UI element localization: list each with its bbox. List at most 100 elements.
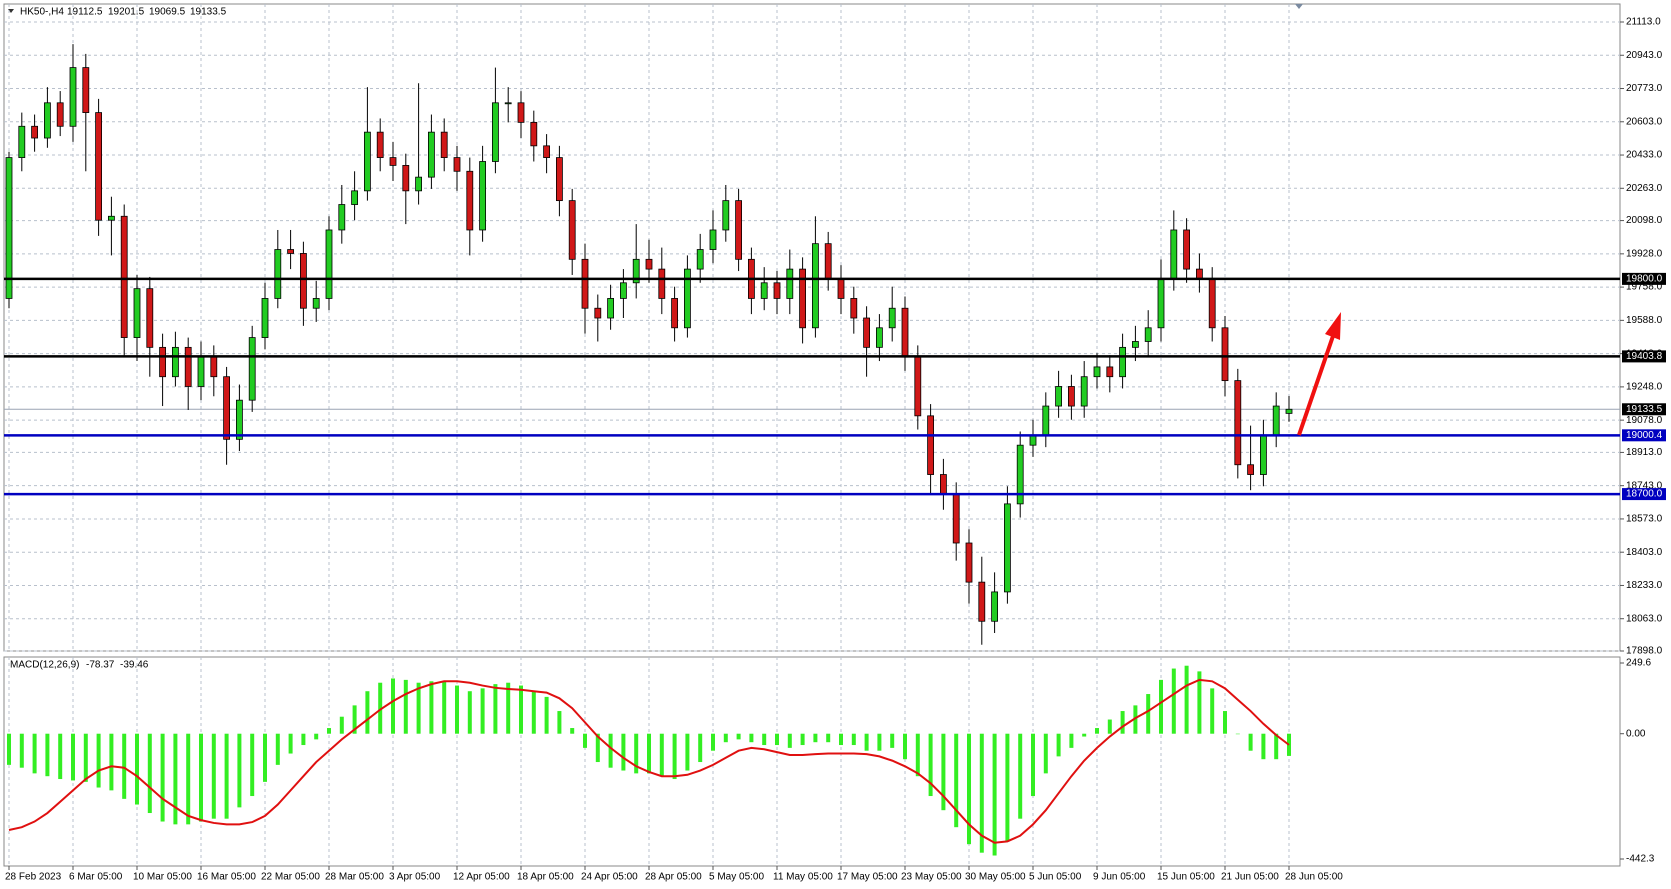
macd-bar bbox=[173, 733, 178, 825]
macd-bar bbox=[1210, 688, 1215, 734]
macd-bar bbox=[135, 733, 139, 805]
candle-body bbox=[1208, 278, 1216, 329]
macd-bar bbox=[659, 733, 664, 777]
candle-body bbox=[44, 102, 51, 139]
candle-body bbox=[1260, 434, 1267, 475]
candle-body bbox=[1132, 341, 1139, 348]
candle-body bbox=[56, 102, 64, 127]
candle-body bbox=[338, 204, 346, 231]
macd-bar bbox=[7, 733, 11, 765]
candle-body bbox=[389, 157, 397, 166]
shift-marker bbox=[1295, 4, 1303, 9]
arrow-head bbox=[1325, 312, 1341, 340]
candle-body bbox=[927, 415, 934, 475]
y-tick-label: 20263.0 bbox=[1626, 183, 1663, 194]
macd-bar bbox=[992, 733, 997, 856]
price-panel bbox=[3, 3, 1621, 652]
level-label: 19403.8 bbox=[1626, 351, 1663, 362]
macd-bar bbox=[723, 733, 728, 743]
macd-bar bbox=[954, 733, 959, 828]
candle-body bbox=[440, 131, 448, 158]
candle-body bbox=[108, 215, 115, 221]
candle-body bbox=[197, 356, 205, 387]
header-open: 19112.5 bbox=[67, 7, 103, 18]
macd-bar bbox=[1248, 733, 1253, 751]
candle-body bbox=[120, 215, 128, 338]
macd-bar bbox=[275, 733, 280, 765]
candle-body bbox=[965, 542, 973, 583]
macd-bar bbox=[557, 711, 562, 734]
candle-body bbox=[1004, 503, 1011, 593]
candle-body bbox=[1055, 386, 1062, 407]
candle-body bbox=[760, 282, 768, 299]
macd-bar bbox=[634, 733, 639, 774]
macd-bar bbox=[570, 728, 575, 734]
candle-body bbox=[543, 145, 550, 158]
y-tick-label: 20433.0 bbox=[1626, 150, 1663, 161]
macd-bar bbox=[32, 733, 37, 774]
macd-bar bbox=[493, 684, 498, 734]
macd-signal-value: -39.46 bbox=[120, 660, 149, 671]
macd-bar bbox=[58, 733, 63, 780]
macd-bar bbox=[83, 733, 88, 782]
candle-body bbox=[786, 268, 794, 299]
macd-bar bbox=[147, 733, 152, 814]
macd-bar bbox=[775, 733, 779, 746]
candle-body bbox=[824, 243, 832, 280]
candle-body bbox=[299, 253, 307, 309]
macd-bar bbox=[1069, 733, 1074, 748]
x-tick-label: 23 May 05:00 bbox=[901, 872, 962, 883]
macd-bar bbox=[1146, 694, 1151, 734]
macd-bar bbox=[199, 733, 203, 822]
candle-body bbox=[940, 474, 947, 495]
candle-body bbox=[1068, 386, 1075, 407]
macd-bar bbox=[1082, 733, 1087, 737]
macd-bar bbox=[800, 733, 805, 746]
candle-body bbox=[556, 157, 563, 202]
level-label-box bbox=[1622, 429, 1666, 442]
candle-body bbox=[735, 200, 742, 260]
x-tick-label: 21 Jun 05:00 bbox=[1221, 872, 1279, 883]
y-tick-label: 18573.0 bbox=[1626, 514, 1663, 525]
candle-body bbox=[18, 125, 26, 158]
x-tick-label: 11 May 05:00 bbox=[773, 872, 833, 883]
candle-body bbox=[479, 161, 487, 231]
y-tick-label: 19078.0 bbox=[1626, 415, 1663, 426]
x-tick-label: 28 Jun 05:00 bbox=[1285, 872, 1343, 883]
x-tick-label: 24 Apr 05:00 bbox=[581, 872, 638, 883]
candle-body bbox=[594, 307, 602, 319]
candle-body bbox=[402, 165, 410, 192]
candle-body bbox=[274, 249, 282, 299]
macd-bar bbox=[339, 716, 344, 734]
candle-body bbox=[363, 131, 371, 192]
macd-bar bbox=[736, 733, 741, 740]
macd-bar bbox=[979, 733, 984, 853]
x-tick-label: 28 Feb 2023 bbox=[5, 872, 62, 883]
x-tick-label: 3 Apr 05:00 bbox=[389, 872, 441, 883]
macd-bar bbox=[1095, 728, 1099, 734]
candle-body bbox=[863, 317, 870, 348]
candle-body bbox=[1247, 464, 1254, 475]
macd-bar bbox=[787, 733, 792, 748]
macd-bar bbox=[1107, 719, 1112, 734]
candle-body bbox=[658, 268, 666, 299]
macd-bar bbox=[1184, 665, 1189, 734]
candle-body bbox=[517, 102, 525, 123]
macd-bar bbox=[826, 733, 831, 743]
macd-bar bbox=[544, 696, 549, 734]
y-tick-label: -442.3 bbox=[1626, 854, 1655, 865]
candle-body bbox=[133, 288, 141, 338]
candle-body bbox=[95, 112, 102, 221]
candle-body bbox=[1170, 229, 1178, 280]
macd-main-value: -78.37 bbox=[86, 660, 115, 671]
candle-body bbox=[1106, 366, 1114, 378]
macd-bar bbox=[698, 733, 703, 763]
macd-bar bbox=[160, 733, 165, 822]
macd-bar bbox=[813, 733, 818, 743]
candle-body bbox=[1042, 405, 1050, 436]
macd-bar bbox=[1043, 733, 1048, 774]
macd-bar bbox=[1005, 733, 1010, 842]
candle-body bbox=[773, 282, 781, 299]
x-tick-label: 5 May 05:00 bbox=[709, 872, 764, 883]
candle-body bbox=[901, 307, 909, 358]
